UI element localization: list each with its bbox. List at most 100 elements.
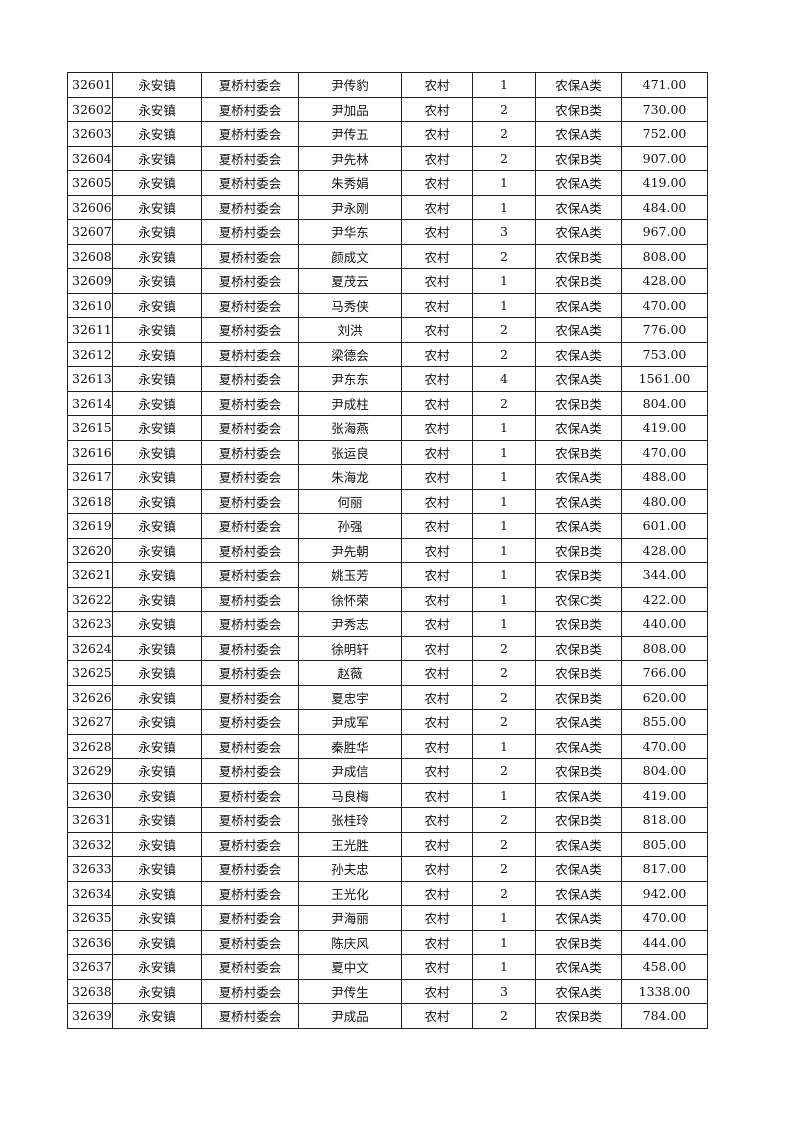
amount-cell: 817.00 — [621, 856, 708, 882]
family-size-cell: 2 — [472, 243, 536, 269]
town-cell: 永安镇 — [112, 415, 202, 441]
village-committee-cell: 夏桥村委会 — [201, 513, 299, 539]
household-type-cell: 农村 — [401, 390, 473, 416]
village-committee-cell: 夏桥村委会 — [201, 660, 299, 686]
insurance-category-cell: 农保A类 — [535, 464, 622, 490]
name-cell: 张运良 — [298, 439, 402, 465]
village-committee-cell: 夏桥村委会 — [201, 145, 299, 171]
record-id-cell: 32630 — [67, 782, 113, 808]
town-cell: 永安镇 — [112, 978, 202, 1004]
household-type-cell: 农村 — [401, 856, 473, 882]
household-type-cell: 农村 — [401, 96, 473, 122]
village-committee-cell: 夏桥村委会 — [201, 562, 299, 588]
amount-cell: 440.00 — [621, 611, 708, 637]
family-size-cell: 1 — [472, 268, 536, 294]
table-row: 32621 永安镇 夏桥村委会 姚玉芳 农村 1 农保B类 344.00 — [67, 562, 708, 588]
household-type-cell: 农村 — [401, 978, 473, 1004]
insurance-category-cell: 农保A类 — [535, 341, 622, 367]
village-committee-cell: 夏桥村委会 — [201, 586, 299, 612]
household-type-cell: 农村 — [401, 831, 473, 857]
name-cell: 马秀侠 — [298, 292, 402, 318]
record-id-cell: 32629 — [67, 758, 113, 784]
town-cell: 永安镇 — [112, 929, 202, 955]
record-id-cell: 32607 — [67, 219, 113, 245]
town-cell: 永安镇 — [112, 586, 202, 612]
amount-cell: 766.00 — [621, 660, 708, 686]
insurance-category-cell: 农保A类 — [535, 317, 622, 343]
household-type-cell: 农村 — [401, 929, 473, 955]
name-cell: 张海燕 — [298, 415, 402, 441]
family-size-cell: 1 — [472, 439, 536, 465]
insurance-category-cell: 农保A类 — [535, 733, 622, 759]
name-cell: 尹秀志 — [298, 611, 402, 637]
town-cell: 永安镇 — [112, 1003, 202, 1029]
table-row: 32634 永安镇 夏桥村委会 王光化 农村 2 农保A类 942.00 — [67, 880, 708, 906]
table-row: 32632 永安镇 夏桥村委会 王光胜 农村 2 农保A类 805.00 — [67, 831, 708, 857]
village-committee-cell: 夏桥村委会 — [201, 72, 299, 98]
table-row: 32631 永安镇 夏桥村委会 张桂玲 农村 2 农保B类 818.00 — [67, 807, 708, 833]
household-type-cell: 农村 — [401, 1003, 473, 1029]
record-id-cell: 32635 — [67, 905, 113, 931]
village-committee-cell: 夏桥村委会 — [201, 317, 299, 343]
household-type-cell: 农村 — [401, 72, 473, 98]
town-cell: 永安镇 — [112, 856, 202, 882]
name-cell: 刘洪 — [298, 317, 402, 343]
amount-cell: 422.00 — [621, 586, 708, 612]
household-type-cell: 农村 — [401, 415, 473, 441]
town-cell: 永安镇 — [112, 194, 202, 220]
insurance-category-cell: 农保A类 — [535, 905, 622, 931]
amount-cell: 784.00 — [621, 1003, 708, 1029]
table-row: 32629 永安镇 夏桥村委会 尹成信 农村 2 农保B类 804.00 — [67, 758, 708, 784]
family-size-cell: 3 — [472, 219, 536, 245]
table-row: 32613 永安镇 夏桥村委会 尹东东 农村 4 农保A类 1561.00 — [67, 366, 708, 392]
town-cell: 永安镇 — [112, 439, 202, 465]
household-type-cell: 农村 — [401, 439, 473, 465]
family-size-cell: 1 — [472, 905, 536, 931]
family-size-cell: 1 — [472, 562, 536, 588]
insurance-category-cell: 农保A类 — [535, 219, 622, 245]
record-id-cell: 32605 — [67, 170, 113, 196]
village-committee-cell: 夏桥村委会 — [201, 758, 299, 784]
name-cell: 尹华东 — [298, 219, 402, 245]
name-cell: 夏中文 — [298, 954, 402, 980]
table-row: 32637 永安镇 夏桥村委会 夏中文 农村 1 农保A类 458.00 — [67, 954, 708, 980]
table-row: 32625 永安镇 夏桥村委会 赵薇 农村 2 农保B类 766.00 — [67, 660, 708, 686]
household-type-cell: 农村 — [401, 488, 473, 514]
record-id-cell: 32622 — [67, 586, 113, 612]
family-size-cell: 2 — [472, 317, 536, 343]
town-cell: 永安镇 — [112, 292, 202, 318]
amount-cell: 488.00 — [621, 464, 708, 490]
table-row: 32614 永安镇 夏桥村委会 尹成柱 农村 2 农保B类 804.00 — [67, 390, 708, 416]
name-cell: 张桂玲 — [298, 807, 402, 833]
household-type-cell: 农村 — [401, 513, 473, 539]
record-id-cell: 32615 — [67, 415, 113, 441]
household-type-cell: 农村 — [401, 317, 473, 343]
insurance-category-cell: 农保B类 — [535, 439, 622, 465]
record-id-cell: 32602 — [67, 96, 113, 122]
town-cell: 永安镇 — [112, 513, 202, 539]
name-cell: 姚玉芳 — [298, 562, 402, 588]
household-type-cell: 农村 — [401, 807, 473, 833]
village-committee-cell: 夏桥村委会 — [201, 292, 299, 318]
table-row: 32601 永安镇 夏桥村委会 尹传豹 农村 1 农保A类 471.00 — [67, 72, 708, 98]
household-type-cell: 农村 — [401, 733, 473, 759]
village-committee-cell: 夏桥村委会 — [201, 954, 299, 980]
town-cell: 永安镇 — [112, 782, 202, 808]
family-size-cell: 1 — [472, 611, 536, 637]
name-cell: 赵薇 — [298, 660, 402, 686]
town-cell: 永安镇 — [112, 317, 202, 343]
town-cell: 永安镇 — [112, 121, 202, 147]
household-type-cell: 农村 — [401, 292, 473, 318]
town-cell: 永安镇 — [112, 562, 202, 588]
village-committee-cell: 夏桥村委会 — [201, 96, 299, 122]
insurance-category-cell: 农保A类 — [535, 194, 622, 220]
family-size-cell: 2 — [472, 635, 536, 661]
name-cell: 王光化 — [298, 880, 402, 906]
village-committee-cell: 夏桥村委会 — [201, 807, 299, 833]
name-cell: 尹加品 — [298, 96, 402, 122]
village-committee-cell: 夏桥村委会 — [201, 243, 299, 269]
family-size-cell: 2 — [472, 880, 536, 906]
name-cell: 尹东东 — [298, 366, 402, 392]
record-id-cell: 32614 — [67, 390, 113, 416]
name-cell: 孙夫忠 — [298, 856, 402, 882]
